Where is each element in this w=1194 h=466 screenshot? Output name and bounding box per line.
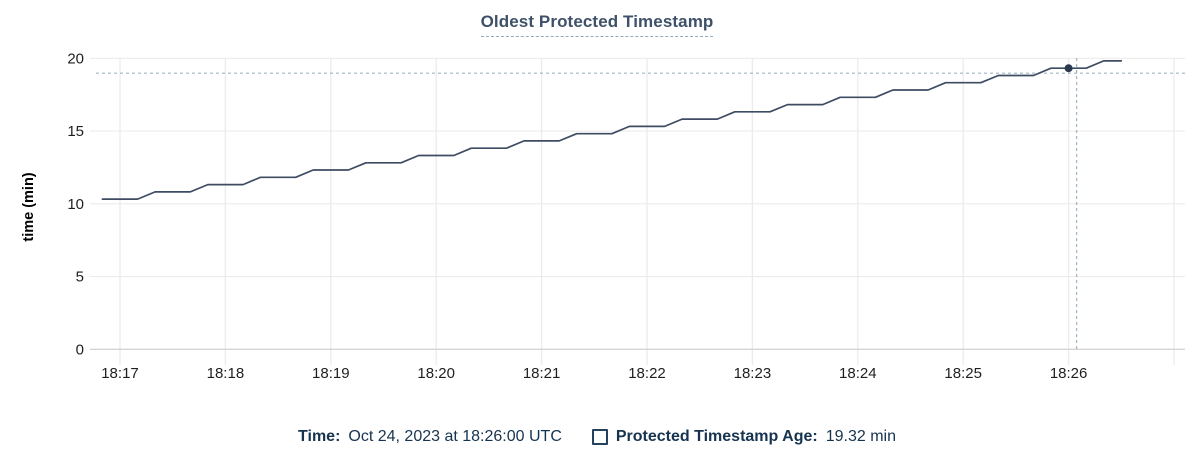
x-tick-label: 18:25 xyxy=(944,365,982,382)
x-tick-label: 18:26 xyxy=(1050,365,1088,382)
y-tick-label: 20 xyxy=(67,50,84,67)
legend-time: Time: Oct 24, 2023 at 18:26:00 UTC xyxy=(298,428,562,446)
hover-point-dot xyxy=(1064,64,1073,73)
x-tick-label: 18:23 xyxy=(734,365,772,382)
y-tick-label: 10 xyxy=(67,196,84,213)
legend-series-label: Protected Timestamp Age: xyxy=(615,428,818,445)
y-tick-label: 5 xyxy=(76,269,84,286)
series-checkbox[interactable] xyxy=(591,429,608,445)
x-tick-label: 18:19 xyxy=(312,365,350,382)
x-tick-label: 18:17 xyxy=(101,365,139,382)
timeseries-chart[interactable]: 18:17 18:18 18:19 18:20 18:21 18:22 18:23 18:24… xyxy=(0,44,1194,418)
x-tick-label: 18:21 xyxy=(523,365,561,382)
series-line xyxy=(101,60,1123,200)
plot-area[interactable] xyxy=(90,58,1185,350)
chart-header: Oldest Protected Timestamp xyxy=(0,12,1194,38)
chart-title[interactable]: Oldest Protected Timestamp xyxy=(480,12,714,37)
y-tick-label: 0 xyxy=(76,341,84,358)
x-tick-label: 18:22 xyxy=(628,365,666,382)
y-tick-label: 15 xyxy=(67,123,84,140)
x-tick-label: 18:20 xyxy=(417,365,455,382)
x-tick-label: 18:18 xyxy=(207,365,245,382)
legend-series-toggle[interactable]: Protected Timestamp Age: 19.32 min xyxy=(591,428,896,446)
hover-legend: Time: Oct 24, 2023 at 18:26:00 UTC Protec… xyxy=(0,425,1194,449)
legend-series-value: 19.32 min xyxy=(825,428,896,445)
legend-time-label: Time: xyxy=(298,428,341,445)
legend-time-value: Oct 24, 2023 at 18:26:00 UTC xyxy=(348,428,562,445)
y-axis-title: time (min) xyxy=(21,172,37,241)
x-tick-label: 18:24 xyxy=(839,365,877,382)
